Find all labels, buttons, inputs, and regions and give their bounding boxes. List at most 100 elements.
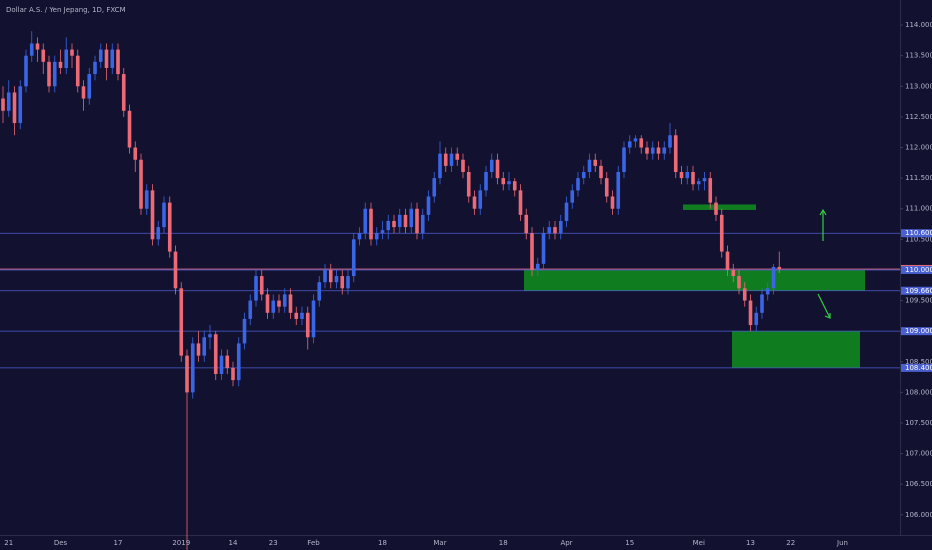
candle-body: [478, 190, 483, 209]
x-tick-label: 18: [378, 539, 387, 547]
candle-body: [282, 294, 287, 307]
level-label-bg: [901, 265, 932, 274]
zone: [524, 269, 865, 291]
candle-body: [357, 233, 362, 240]
candle-body: [87, 74, 92, 99]
candle-body: [162, 202, 166, 228]
candle-body: [691, 172, 695, 185]
candle-body: [472, 196, 477, 209]
level-label: 109.000: [905, 327, 932, 335]
level-label: 110.600: [905, 229, 932, 237]
candle-body: [553, 227, 557, 234]
y-tick-label: 114.000: [905, 21, 932, 29]
candle-body: [24, 55, 28, 87]
candle-body: [294, 312, 299, 319]
y-tick-label: 109.500: [905, 297, 932, 305]
level-label: 109.660: [905, 287, 932, 295]
candle-body: [156, 227, 161, 240]
candle-body: [754, 312, 759, 326]
candle-body: [265, 294, 270, 313]
candle-body: [541, 233, 546, 264]
candle-body: [110, 49, 115, 68]
candle-body: [507, 181, 511, 185]
x-tick-label: Des: [54, 539, 68, 547]
candle-body: [259, 276, 264, 295]
candle-body: [679, 172, 684, 179]
candle-body: [737, 276, 741, 289]
candle-body: [622, 147, 626, 173]
candle-body: [288, 294, 293, 313]
candle-body: [35, 43, 40, 50]
candle-body: [593, 159, 598, 166]
candle-body: [599, 165, 603, 179]
candle-body: [708, 178, 713, 203]
y-tick-label: 111.000: [905, 205, 932, 213]
candle-body: [461, 159, 465, 173]
x-tick-label: 23: [269, 539, 278, 547]
candle-body: [633, 138, 638, 142]
candle-body: [777, 266, 782, 269]
candle-body: [41, 49, 46, 62]
candle-body: [52, 61, 57, 87]
x-tick-label: 13: [746, 539, 755, 547]
candle-body: [254, 276, 258, 301]
candle-body: [81, 86, 86, 99]
candle-body: [484, 172, 488, 191]
candle-body: [731, 269, 736, 277]
candle-body: [208, 334, 212, 338]
candle-body: [196, 343, 201, 356]
candle-body: [604, 178, 609, 197]
y-tick-label: 110.500: [905, 235, 932, 243]
candle-body: [139, 159, 143, 209]
candle-body: [570, 190, 575, 203]
x-tick-label: Mar: [433, 539, 446, 547]
candle-body: [121, 74, 126, 111]
candle-body: [18, 86, 23, 124]
y-tick-label: 113.000: [905, 82, 932, 90]
x-tick-label: Mei: [693, 539, 705, 547]
candle-body: [443, 153, 448, 166]
candle-body: [380, 230, 385, 234]
candle-body: [202, 337, 207, 356]
level-label-bg: [901, 363, 932, 372]
candle-body: [311, 300, 316, 338]
candle-body: [495, 159, 500, 179]
candle-body: [489, 159, 494, 173]
level-label-bg: [901, 327, 932, 336]
candle-body: [455, 153, 460, 160]
y-tick-label: 111.500: [905, 174, 932, 182]
y-tick-label: 108.500: [905, 358, 932, 366]
candle-body: [547, 227, 552, 234]
candle-body: [58, 61, 63, 68]
candle-body: [420, 214, 425, 234]
candle-body: [719, 214, 724, 252]
candle-body: [530, 233, 534, 270]
candle-body: [167, 202, 172, 252]
candle-body: [185, 355, 189, 393]
candle-body: [466, 172, 471, 197]
candle-body: [403, 214, 408, 228]
candle-body: [104, 49, 109, 68]
candle-body: [397, 214, 402, 228]
candle-body: [133, 147, 138, 160]
candle-body: [581, 172, 586, 179]
candle-body: [363, 208, 368, 234]
x-tick-label: 18: [499, 539, 508, 547]
candle-body: [374, 233, 379, 240]
chart-title: Dollar A.S. / Yen Jepang, 1D, FXCM: [6, 6, 126, 14]
x-tick-label: 14: [229, 539, 238, 547]
y-tick-label: 107.500: [905, 419, 932, 427]
candle-body: [225, 355, 230, 368]
candle-body: [558, 220, 563, 234]
candle-body: [12, 92, 17, 124]
candle-body: [127, 110, 132, 148]
zones: [524, 204, 865, 368]
y-tick-label: 106.000: [905, 511, 932, 519]
candle-body: [645, 147, 649, 154]
y-tick-label: 113.500: [905, 52, 932, 60]
levels: [0, 232, 900, 369]
candle-body: [213, 334, 218, 375]
candle-body: [317, 282, 322, 301]
candle-body: [64, 49, 69, 68]
